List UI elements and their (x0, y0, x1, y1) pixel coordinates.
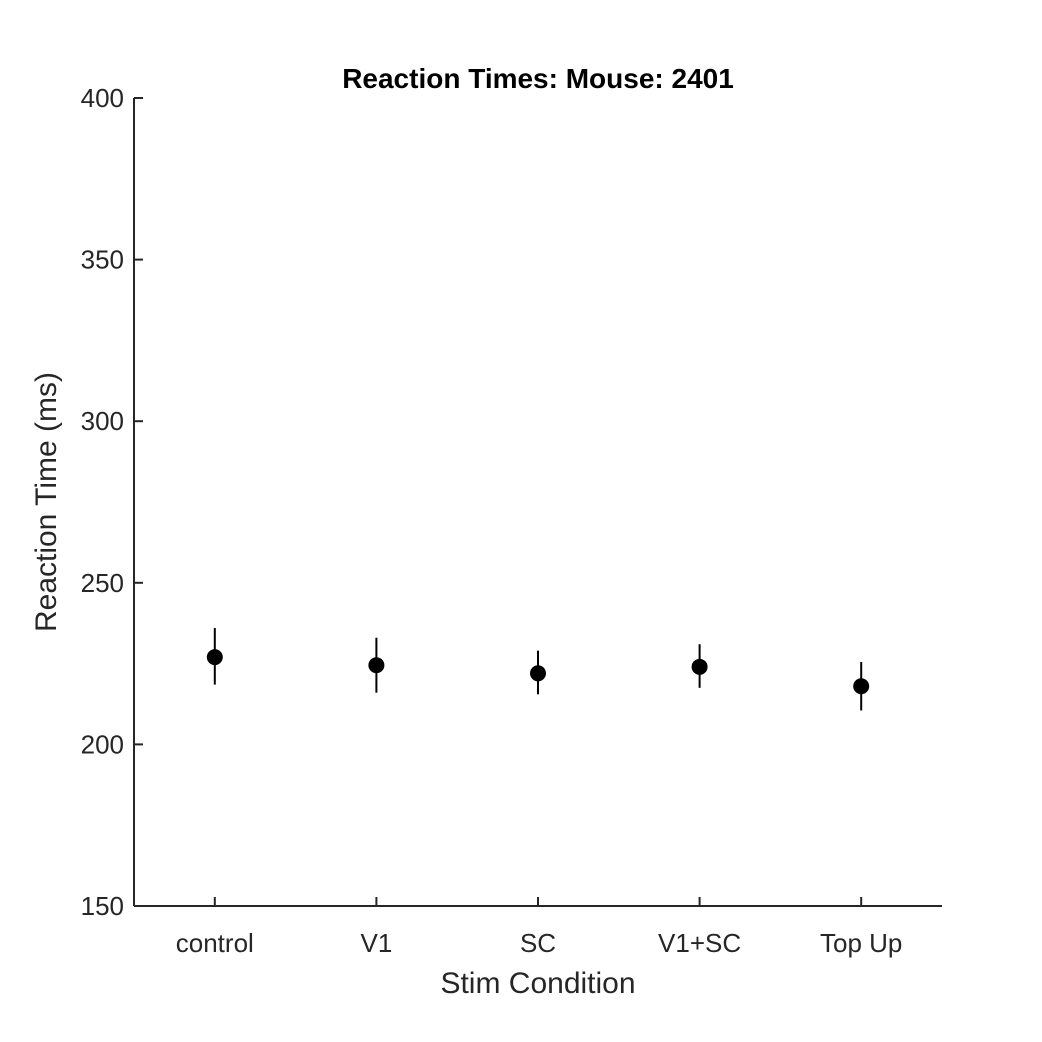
x-tick-label: V1 (360, 928, 392, 958)
y-tick-label: 200 (81, 729, 124, 759)
data-point (368, 657, 385, 674)
y-tick-label: 250 (81, 568, 124, 598)
data-point (853, 678, 870, 695)
y-tick-label: 300 (81, 406, 124, 436)
axes (133, 98, 942, 907)
x-tick-label: Top Up (820, 928, 902, 958)
x-axis-label: Stim Condition (440, 967, 635, 1000)
y-ticks: 150 200 250 300 350 400 (81, 83, 143, 921)
y-tick-label: 400 (81, 83, 124, 113)
data-point (691, 658, 708, 675)
y-axis-label: Reaction Time (ms) (30, 372, 63, 632)
x-tick-label: SC (520, 928, 556, 958)
data-point (530, 665, 546, 682)
data-marks (206, 628, 870, 711)
x-tick-label: V1+SC (658, 928, 741, 958)
data-point (206, 649, 223, 666)
x-tick-label: control (176, 928, 254, 958)
y-tick-label: 350 (81, 245, 124, 275)
y-tick-label: 150 (81, 891, 124, 921)
chart-title: Reaction Times: Mouse: 2401 (342, 63, 734, 94)
x-ticks: control V1 SC V1+SC Top Up (176, 897, 902, 958)
